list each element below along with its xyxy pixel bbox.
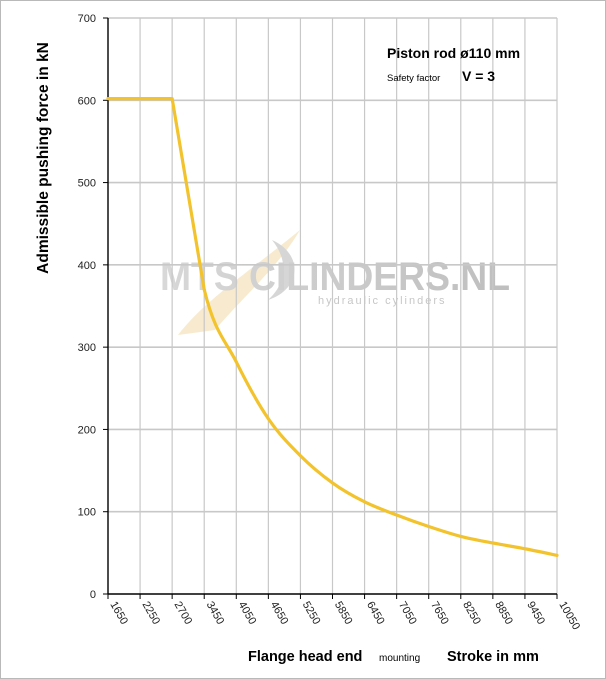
- x-axis-label-main: Flange head end: [248, 649, 362, 665]
- data-point: [202, 288, 206, 291]
- data-point: [523, 547, 527, 551]
- grid: [108, 17, 558, 594]
- y-tick-labels: 0 100 200 300 400 500 600 700: [78, 13, 96, 601]
- watermark-sub: hydraulic cylinders: [318, 295, 446, 307]
- chart-title: Piston rod ø110 mm: [387, 45, 520, 61]
- data-point: [299, 454, 302, 458]
- y-tick-label: 700: [78, 13, 96, 25]
- y-tick-label: 600: [78, 95, 96, 107]
- safety-factor-value: V = 3: [462, 68, 495, 84]
- watermark-main: MTS CILINDERS.NL: [160, 255, 510, 299]
- x-tick-label: 2250: [139, 600, 162, 627]
- safety-factor-label: Safety factor: [387, 73, 440, 84]
- x-tick-label: 9450: [524, 600, 547, 627]
- x-tick-label: 6450: [364, 600, 387, 627]
- data-point: [363, 500, 366, 504]
- axes: [103, 17, 558, 599]
- data-point: [170, 97, 174, 101]
- data-point: [555, 553, 559, 557]
- x-tick-label: 5850: [332, 600, 355, 627]
- x-axis-label-mounting: mounting: [379, 653, 420, 664]
- watermark-swoosh-icon: [268, 240, 295, 300]
- x-tick-label: 4650: [268, 600, 291, 627]
- x-tick-label: 7650: [428, 600, 451, 627]
- x-tick-label: 7050: [396, 600, 419, 627]
- x-tick-labels: 1650 2250 2700 3450 4050 4650 5250 5850 6450 7050…: [107, 600, 582, 632]
- data-point: [266, 417, 270, 421]
- x-tick-label: 4050: [236, 600, 259, 627]
- data-point: [138, 97, 142, 101]
- x-tick-label: 5250: [300, 600, 323, 627]
- y-tick-label: 400: [78, 260, 96, 272]
- y-axis-label: Admissible pushing force in kN: [35, 42, 52, 274]
- data-point: [106, 97, 110, 101]
- data-point: [234, 360, 238, 364]
- data-point: [331, 481, 334, 485]
- y-tick-label: 500: [78, 178, 96, 190]
- x-tick-label: 3450: [204, 600, 227, 627]
- data-point: [459, 535, 463, 538]
- x-tick-label: 1650: [107, 600, 130, 627]
- data-point: [427, 525, 431, 528]
- x-tick-label: 8850: [492, 600, 515, 627]
- y-tick-label: 200: [78, 424, 96, 436]
- data-point: [395, 513, 399, 517]
- x-tick-label: 10050: [556, 600, 582, 632]
- y-tick-label: 300: [78, 342, 96, 354]
- data-point: [491, 541, 495, 545]
- y-tick-label: 100: [78, 507, 96, 519]
- x-tick-label: 2700: [172, 600, 195, 627]
- x-tick-label: 8250: [460, 600, 483, 627]
- y-tick-label: 0: [90, 589, 96, 601]
- x-axis-label-stroke: Stroke in mm: [447, 649, 539, 665]
- series-layer: [106, 97, 559, 557]
